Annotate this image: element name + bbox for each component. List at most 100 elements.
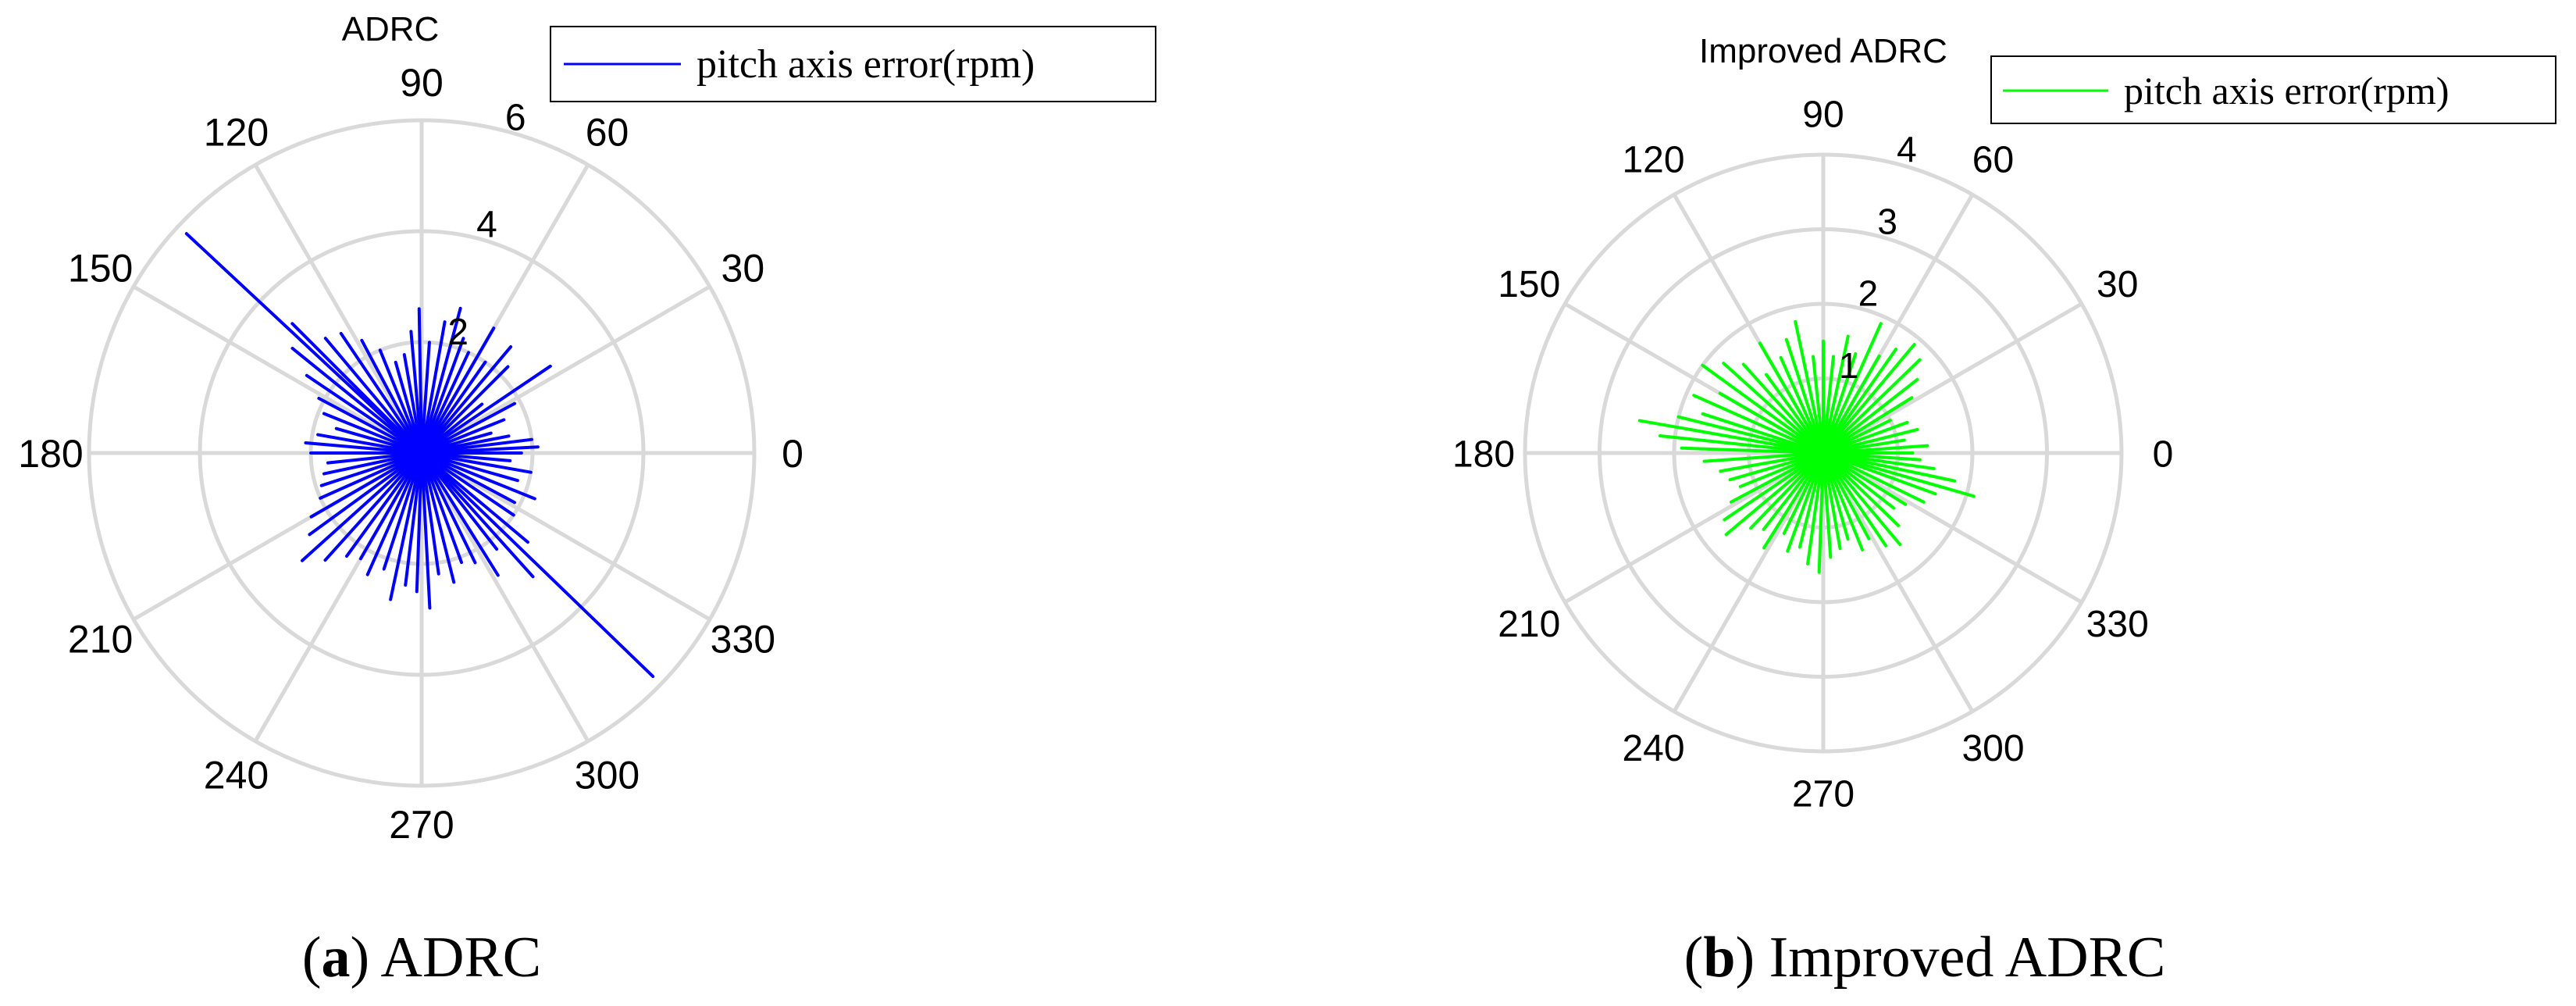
data-spike — [420, 451, 519, 483]
legend: pitch axis error(rpm) — [550, 26, 1156, 102]
data-spike — [1806, 451, 1825, 565]
caption-a-text: ADRC — [369, 926, 541, 990]
data-spike — [1701, 363, 1825, 455]
theta-tick-label: 0 — [782, 432, 803, 476]
data-spike — [345, 451, 423, 558]
r-tick-label: 6 — [505, 98, 526, 139]
data-spike — [358, 451, 423, 561]
data-spike — [420, 360, 487, 455]
theta-tick-label: 120 — [1622, 140, 1684, 181]
theta-tick-label: 120 — [204, 111, 269, 155]
data-spike — [365, 451, 423, 576]
data-spike — [404, 451, 423, 587]
data-spike — [1822, 451, 1865, 551]
data-spike — [420, 451, 456, 584]
caption-b: (b) Improved ADRC — [1684, 926, 2166, 990]
data-spike — [323, 337, 423, 455]
data-spike — [417, 307, 423, 455]
theta-tick-label: 210 — [1498, 604, 1560, 645]
r-tick-label: 1 — [1839, 345, 1859, 386]
data-spike — [394, 360, 423, 455]
data-spike — [1676, 415, 1825, 455]
data-spike — [308, 451, 423, 537]
r-tick-labels: 1 2 34 — [1839, 129, 1917, 386]
theta-tick-label: 330 — [711, 618, 775, 662]
data-series — [1637, 319, 1976, 574]
data-spike — [1822, 334, 1850, 455]
data-spike — [1765, 373, 1825, 455]
chart-title: ADRC — [342, 10, 440, 48]
theta-tick-label: 270 — [389, 803, 454, 847]
data-spike — [1692, 394, 1825, 455]
data-spike — [1762, 451, 1825, 550]
caption-a: (a) ADRC — [302, 926, 541, 990]
theta-tick-label: 210 — [68, 618, 133, 662]
data-spike — [420, 451, 515, 517]
legend-label: pitch axis error(rpm) — [697, 42, 1035, 87]
data-spike — [1822, 451, 1922, 462]
data-spike — [420, 320, 447, 455]
data-series — [184, 232, 655, 679]
data-spike — [1822, 451, 1901, 527]
data-spike — [322, 451, 423, 476]
data-spike — [317, 397, 423, 455]
data-spike — [415, 451, 423, 594]
data-spike — [378, 348, 423, 455]
data-spike — [1794, 319, 1825, 455]
theta-tick-label: 240 — [1622, 728, 1684, 769]
data-spike — [420, 451, 529, 544]
data-spike — [420, 364, 552, 455]
data-spike — [319, 451, 423, 487]
data-spike — [1728, 451, 1825, 482]
data-spike — [323, 451, 423, 562]
legend: pitch axis error(rpm) — [1990, 55, 2556, 124]
polar-chart-improved-adrc: 0 30 60 90 120 150 180 210 240 270 300 330 1 2 34 Imp… — [1452, 32, 2556, 815]
caption-b-text: Improved ADRC — [1755, 926, 2165, 990]
data-spike — [420, 451, 517, 505]
caption-a-letter: a — [321, 926, 350, 990]
data-spike — [420, 337, 465, 455]
data-spike — [300, 451, 423, 562]
data-spike — [1762, 451, 1825, 531]
data-spike — [420, 451, 432, 610]
data-spike — [1822, 343, 1916, 455]
caption-b-letter: b — [1703, 926, 1735, 990]
theta-tick-label: 90 — [1802, 94, 1844, 135]
data-spike — [1797, 451, 1825, 549]
theta-tick-label: 330 — [2086, 604, 2149, 645]
data-spike — [420, 326, 496, 455]
data-spike — [319, 451, 423, 500]
data-spike — [1822, 451, 1833, 559]
data-spike — [1822, 451, 1976, 498]
data-spike — [1822, 451, 1908, 506]
theta-tick-label: 150 — [1498, 264, 1560, 305]
data-spike — [1822, 427, 1919, 455]
data-spike — [1822, 354, 1881, 455]
data-spike — [1779, 355, 1825, 455]
data-spike — [1817, 451, 1825, 574]
r-tick-label: 4 — [1897, 129, 1917, 169]
data-spike — [1822, 322, 1883, 455]
data-spike — [1822, 355, 1835, 455]
data-spike — [420, 451, 463, 565]
data-spike — [1822, 451, 1926, 504]
theta-tick-label: 30 — [2097, 264, 2138, 305]
data-spike — [1722, 361, 1825, 455]
data-spike — [309, 451, 423, 519]
data-spike — [1749, 451, 1825, 530]
data-spike — [1659, 434, 1825, 455]
data-spike — [420, 451, 477, 565]
data-spike — [420, 451, 512, 462]
data-spike — [1812, 355, 1825, 455]
data-spike — [1822, 358, 1922, 455]
data-spike — [1718, 391, 1825, 455]
data-spike — [1724, 451, 1825, 537]
theta-tick-label: 240 — [204, 753, 269, 797]
data-spike — [1729, 451, 1825, 504]
polar-chart-adrc: 0 30 60 90 120 150 180 210 240 270 300 330 2 4 6 ADRC… — [18, 10, 1156, 847]
data-spike — [420, 341, 431, 455]
r-tick-label: 3 — [1877, 201, 1897, 241]
data-spike — [1702, 451, 1825, 463]
data-spike — [305, 373, 423, 455]
